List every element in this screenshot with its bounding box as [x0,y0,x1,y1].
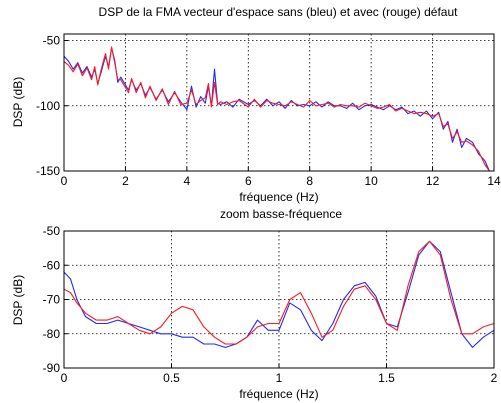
bottom-y-tick-label: -70 [43,293,61,307]
top-plot: DSP de la FMA vecteur d'espace sans (ble… [11,5,501,204]
top-series-layer [63,46,490,172]
bottom-x-tick-label: 0 [61,371,68,385]
top-x-tick-label: 6 [245,174,252,188]
top-x-tick-label: 10 [364,174,378,188]
bottom-y-tick-label: -80 [43,327,61,341]
top-y-tick-label: -50 [43,34,61,48]
bottom-series-layer [63,240,495,348]
top-x-tick-label: 4 [184,174,191,188]
top-x-tick-label: 0 [61,174,68,188]
bottom-x-tick-label: 2 [491,371,498,385]
top-y-tick-label: -100 [36,99,60,113]
top-y-axis-label: DSP (dB) [11,77,25,127]
bottom-y-tick-label: -60 [43,258,61,272]
top-plot-frame [63,33,495,172]
top-x-axis-label: fréquence (Hz) [239,190,318,204]
top-x-tick-label: 2 [122,174,129,188]
top-series-red-line [63,46,490,172]
top-x-ticks: 0 2 4 6 8 10 12 14 [61,167,501,188]
bottom-y-ticks: -50 -60 -70 -80 -90 [43,224,68,375]
bottom-y-tick-label: -50 [43,224,61,238]
top-x-tick-label: 12 [426,174,440,188]
bottom-plot: zoom basse-fréquence 0 0.5 1 1.5 2 -50 -60 -70… [11,207,498,401]
top-y-ticks: -50 -100 -150 [36,34,68,178]
bottom-x-tick-label: 1 [276,371,283,385]
top-plot-title: DSP de la FMA vecteur d'espace sans (ble… [99,5,459,19]
top-x-tick-label: 14 [487,174,501,188]
bottom-plot-title: zoom basse-fréquence [220,207,342,221]
bottom-x-axis-label: fréquence (Hz) [239,387,318,401]
bottom-x-tick-label: 0.5 [163,371,180,385]
bottom-x-ticks: 0 0.5 1 1.5 2 [61,364,498,385]
bottom-series-red-line [63,240,495,345]
top-y-tick-label: -150 [36,164,60,178]
bottom-y-tick-label: -90 [43,361,61,375]
top-x-tick-label: 8 [306,174,313,188]
bottom-x-tick-label: 1.5 [378,371,395,385]
bottom-grid [64,231,494,368]
bottom-y-axis-label: DSP (dB) [11,275,25,325]
